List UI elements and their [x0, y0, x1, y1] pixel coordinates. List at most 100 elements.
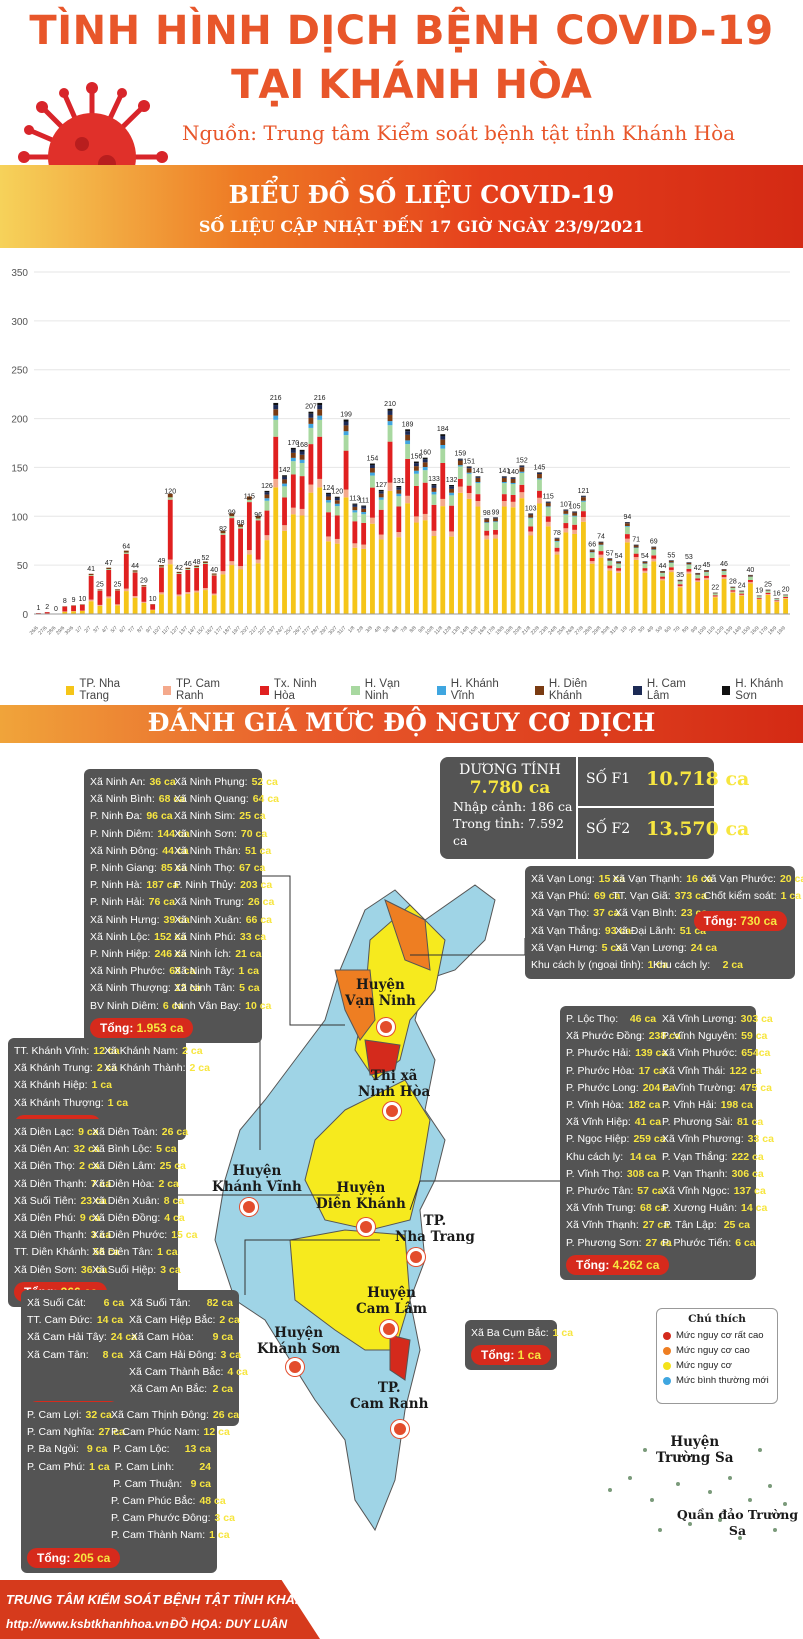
- bar-segment: [598, 545, 604, 552]
- bar-segment: [229, 513, 235, 517]
- locality-name: Xã Ninh Quang:: [174, 793, 249, 806]
- bar-segment: [299, 476, 305, 509]
- panel-row: Xã Cam Thành Bắc: 4 ca: [27, 1364, 248, 1381]
- locality-cases: 96 ca: [146, 810, 173, 823]
- locality-cases: 5 ca: [239, 982, 260, 995]
- map-legend-items: Mức nguy cơ rất cao Mức nguy cơ cao Mức ng…: [663, 1328, 771, 1388]
- panel-row: P. Cam Nghĩa: 27 ca P. Cam Phúc Nam: 12 ca: [27, 1424, 230, 1441]
- locality-cases: 7 ca: [90, 1177, 112, 1190]
- panel-row: TT. Khánh Vĩnh: 12 ca Xã Khánh Nam: 2 ca: [14, 1043, 203, 1060]
- bar-segment: [589, 561, 595, 564]
- locality-name: Xã Phước Đồng:: [566, 1030, 645, 1043]
- locality-cases: 20 ca: [779, 873, 803, 885]
- locality-entry: Xã Ninh Phước: 68 ca: [90, 963, 195, 980]
- locality-entry: Xã Diên Xuân: 8 ca: [92, 1193, 184, 1210]
- map-legend-label: Mức nguy cơ: [676, 1360, 732, 1371]
- locality-entry: Xã Ninh Thọ: 67 ca: [174, 860, 265, 877]
- bar-segment: [651, 549, 657, 556]
- ninh-hoa-pin-icon: [383, 1102, 401, 1120]
- locality-cases: 9 ca: [212, 1331, 233, 1344]
- bar-segment: [203, 562, 208, 564]
- bar-value-label: 46: [720, 561, 728, 568]
- panel-row: BV Ninh Diêm: 6 ca Ninh Vân Bay: 10 ca: [90, 998, 271, 1015]
- locality-cases: 2 ca: [182, 1045, 203, 1057]
- bar-segment: [203, 590, 208, 614]
- bar-value-label: 99: [492, 509, 500, 516]
- locality-name: Xã Vĩnh Trung:: [566, 1202, 637, 1215]
- bar-value-label: 199: [340, 412, 352, 419]
- bar-segment: [528, 517, 534, 519]
- bar-segment: [378, 497, 384, 500]
- locality-entry: Xã Bình Lộc: 5 ca: [92, 1141, 177, 1158]
- locality-entry: Xã Khánh Thượng: 1 ca: [14, 1095, 128, 1112]
- bar-segment: [361, 522, 367, 545]
- locality-cases: 12 ca: [93, 1045, 120, 1057]
- locality-cases: 139 ca: [635, 1047, 668, 1060]
- locality-name: Xã Diên Toàn:: [92, 1126, 158, 1138]
- bar-value-label: 69: [650, 539, 658, 546]
- panel-row: Xã Vĩnh Hiệp: 41 ca P. Phương Sài: 81 ca: [566, 1114, 763, 1131]
- locality-name: Xã Vĩnh Thái:: [662, 1064, 726, 1077]
- panel-row: P. Cam Phúc Bắc: 48 ca: [27, 1493, 226, 1510]
- bar-segment: [537, 472, 542, 475]
- y-tick-label: 200: [11, 415, 28, 426]
- map-high-risk-region-1: [384, 899, 431, 971]
- locality-cases: 475 ca: [739, 1081, 772, 1094]
- x-tick-label: 29/7: [319, 625, 330, 636]
- bar-segment: [88, 573, 94, 575]
- bar-segment: [554, 554, 560, 614]
- locality-name: BV Ninh Diêm:: [90, 999, 159, 1012]
- locality-name: Xã Vĩnh Thạnh:: [566, 1219, 639, 1232]
- bar-segment: [686, 571, 692, 574]
- x-tick-label: 8/8: [409, 625, 418, 634]
- locality-name: Xã Vĩnh Hiệp:: [566, 1116, 631, 1129]
- bar-segment: [563, 514, 569, 524]
- y-tick-label: 350: [11, 268, 28, 279]
- bar-value-label: 44: [131, 563, 139, 570]
- bar-segment: [528, 531, 534, 536]
- bar-segment: [642, 570, 648, 573]
- locality-cases: 137 ca: [733, 1185, 766, 1198]
- locality-entry: Xã Cam Hòa: 9 ca: [131, 1329, 233, 1346]
- x-tick-label: 23/7: [266, 625, 277, 636]
- place-dien-khanh-line1: Huyện: [336, 1180, 386, 1196]
- locality-cases: 26 ca: [248, 896, 275, 909]
- locality-entry: Xã Vĩnh Lương: 303 ca: [662, 1011, 773, 1028]
- locality-entry: Xã Diên Đồng: 4 ca: [92, 1210, 185, 1227]
- bar-segment: [405, 444, 411, 459]
- footer-website-link[interactable]: http://www.ksbtkhanhhoa.vn: [6, 1617, 169, 1631]
- bar-segment: [457, 459, 463, 461]
- bar-segment: [616, 561, 621, 564]
- locality-cases: 10 ca: [245, 999, 272, 1012]
- khanh-son-pin-icon: [286, 1358, 304, 1376]
- locality-name: Xã Ninh Sơn:: [174, 827, 237, 840]
- f1-stat: SỐ F1 10.718 ca: [586, 768, 749, 790]
- panel-row: Xã Suối Tiên: 23 ca Xã Diên Xuân: 8 ca: [14, 1193, 184, 1210]
- bar-segment: [361, 548, 367, 614]
- bar-segment: [290, 447, 296, 450]
- bar-segment: [598, 544, 604, 546]
- bar-segment: [352, 510, 358, 513]
- legend-label: H. Khánh Vĩnh: [450, 678, 499, 702]
- bar-segment: [167, 493, 173, 498]
- bar-segment: [106, 598, 112, 614]
- bar-segment: [475, 494, 481, 502]
- panel-row: Xã Ninh Phước: 68 ca Xã Ninh Tây: 1 ca: [90, 963, 259, 980]
- bar-segment: [712, 597, 718, 614]
- bar-value-label: 145: [534, 464, 546, 471]
- bar-segment: [273, 487, 279, 614]
- x-tick-label: 26/6: [29, 625, 40, 636]
- bar-segment: [563, 523, 569, 529]
- map-legend-label: Mức nguy cơ rất cao: [676, 1330, 764, 1341]
- bar-segment: [449, 486, 454, 489]
- bar-segment: [141, 601, 147, 603]
- x-tick-label: 15/8: [468, 625, 479, 636]
- locality-cases: 26 ca: [161, 1126, 189, 1138]
- legend-label: TP. Nha Trang: [79, 678, 121, 702]
- locality-cases: 33 ca: [239, 930, 267, 943]
- locality-name: Xã Ninh Phụng:: [174, 776, 248, 788]
- panel-row: P. Ninh Hải: 76 ca Xã Ninh Trung: 26 ca: [90, 894, 274, 911]
- locality-entry: P. Vĩnh Trường: 475 ca: [662, 1080, 772, 1097]
- bar-segment: [519, 498, 525, 614]
- district-total: Tổng: 1.953 ca: [90, 1017, 194, 1038]
